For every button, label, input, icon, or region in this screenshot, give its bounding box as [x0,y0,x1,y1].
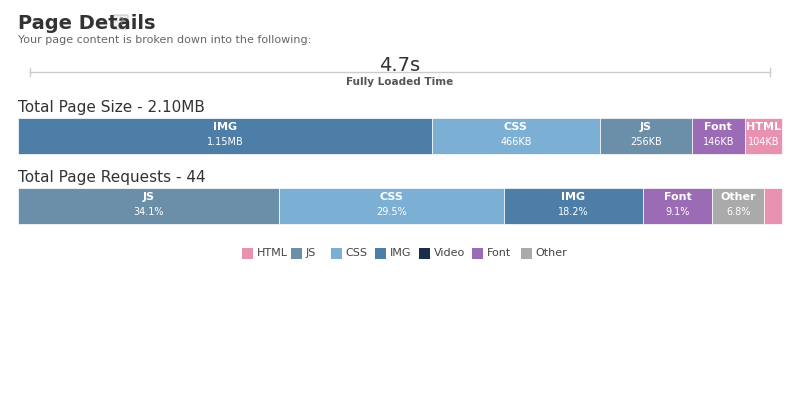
Bar [521,248,532,259]
Text: IMG: IMG [213,122,237,132]
Text: 9.1%: 9.1% [666,207,690,217]
Text: Font: Font [487,249,511,259]
Text: Your page content is broken down into the following:: Your page content is broken down into th… [18,35,311,45]
Text: 146KB: 146KB [702,137,734,147]
Text: 466KB: 466KB [500,137,532,147]
Text: CSS: CSS [346,249,368,259]
Bar [18,118,432,154]
Bar [713,188,765,224]
FancyBboxPatch shape [113,15,128,29]
Text: IMG: IMG [390,249,411,259]
Bar [504,188,643,224]
Text: Font: Font [664,192,691,202]
Text: JS: JS [306,249,316,259]
Text: 104KB: 104KB [747,137,779,147]
Bar [375,248,386,259]
Bar [419,248,430,259]
Bar [745,118,782,154]
Text: CSS: CSS [504,122,528,132]
Text: 29.5%: 29.5% [376,207,406,217]
Text: Total Page Requests - 44: Total Page Requests - 44 [18,170,206,185]
Text: 256KB: 256KB [630,137,662,147]
Text: JS: JS [640,122,652,132]
Bar [472,248,483,259]
Bar [643,188,713,224]
Text: ?: ? [118,17,123,27]
Text: 34.1%: 34.1% [133,207,163,217]
Text: Video: Video [434,249,466,259]
Bar [600,118,692,154]
Text: 6.8%: 6.8% [726,207,750,217]
Bar [330,248,342,259]
Bar [18,188,278,224]
Bar [765,188,782,224]
Text: HTML: HTML [258,249,288,259]
Text: Font: Font [704,122,732,132]
Text: Other: Other [536,249,567,259]
Bar [432,118,600,154]
Text: HTML: HTML [746,122,781,132]
Text: Total Page Size - 2.10MB: Total Page Size - 2.10MB [18,100,205,115]
Text: JS: JS [142,192,154,202]
Text: Fully Loaded Time: Fully Loaded Time [346,77,454,87]
Text: 4.7s: 4.7s [379,56,421,75]
Text: IMG: IMG [562,192,586,202]
Text: CSS: CSS [379,192,403,202]
Bar [278,188,504,224]
Bar [242,248,254,259]
Text: Page Details: Page Details [18,14,155,33]
Bar [692,118,745,154]
Bar [291,248,302,259]
Text: 18.2%: 18.2% [558,207,589,217]
Text: Other: Other [721,192,756,202]
Text: 1.15MB: 1.15MB [206,137,243,147]
